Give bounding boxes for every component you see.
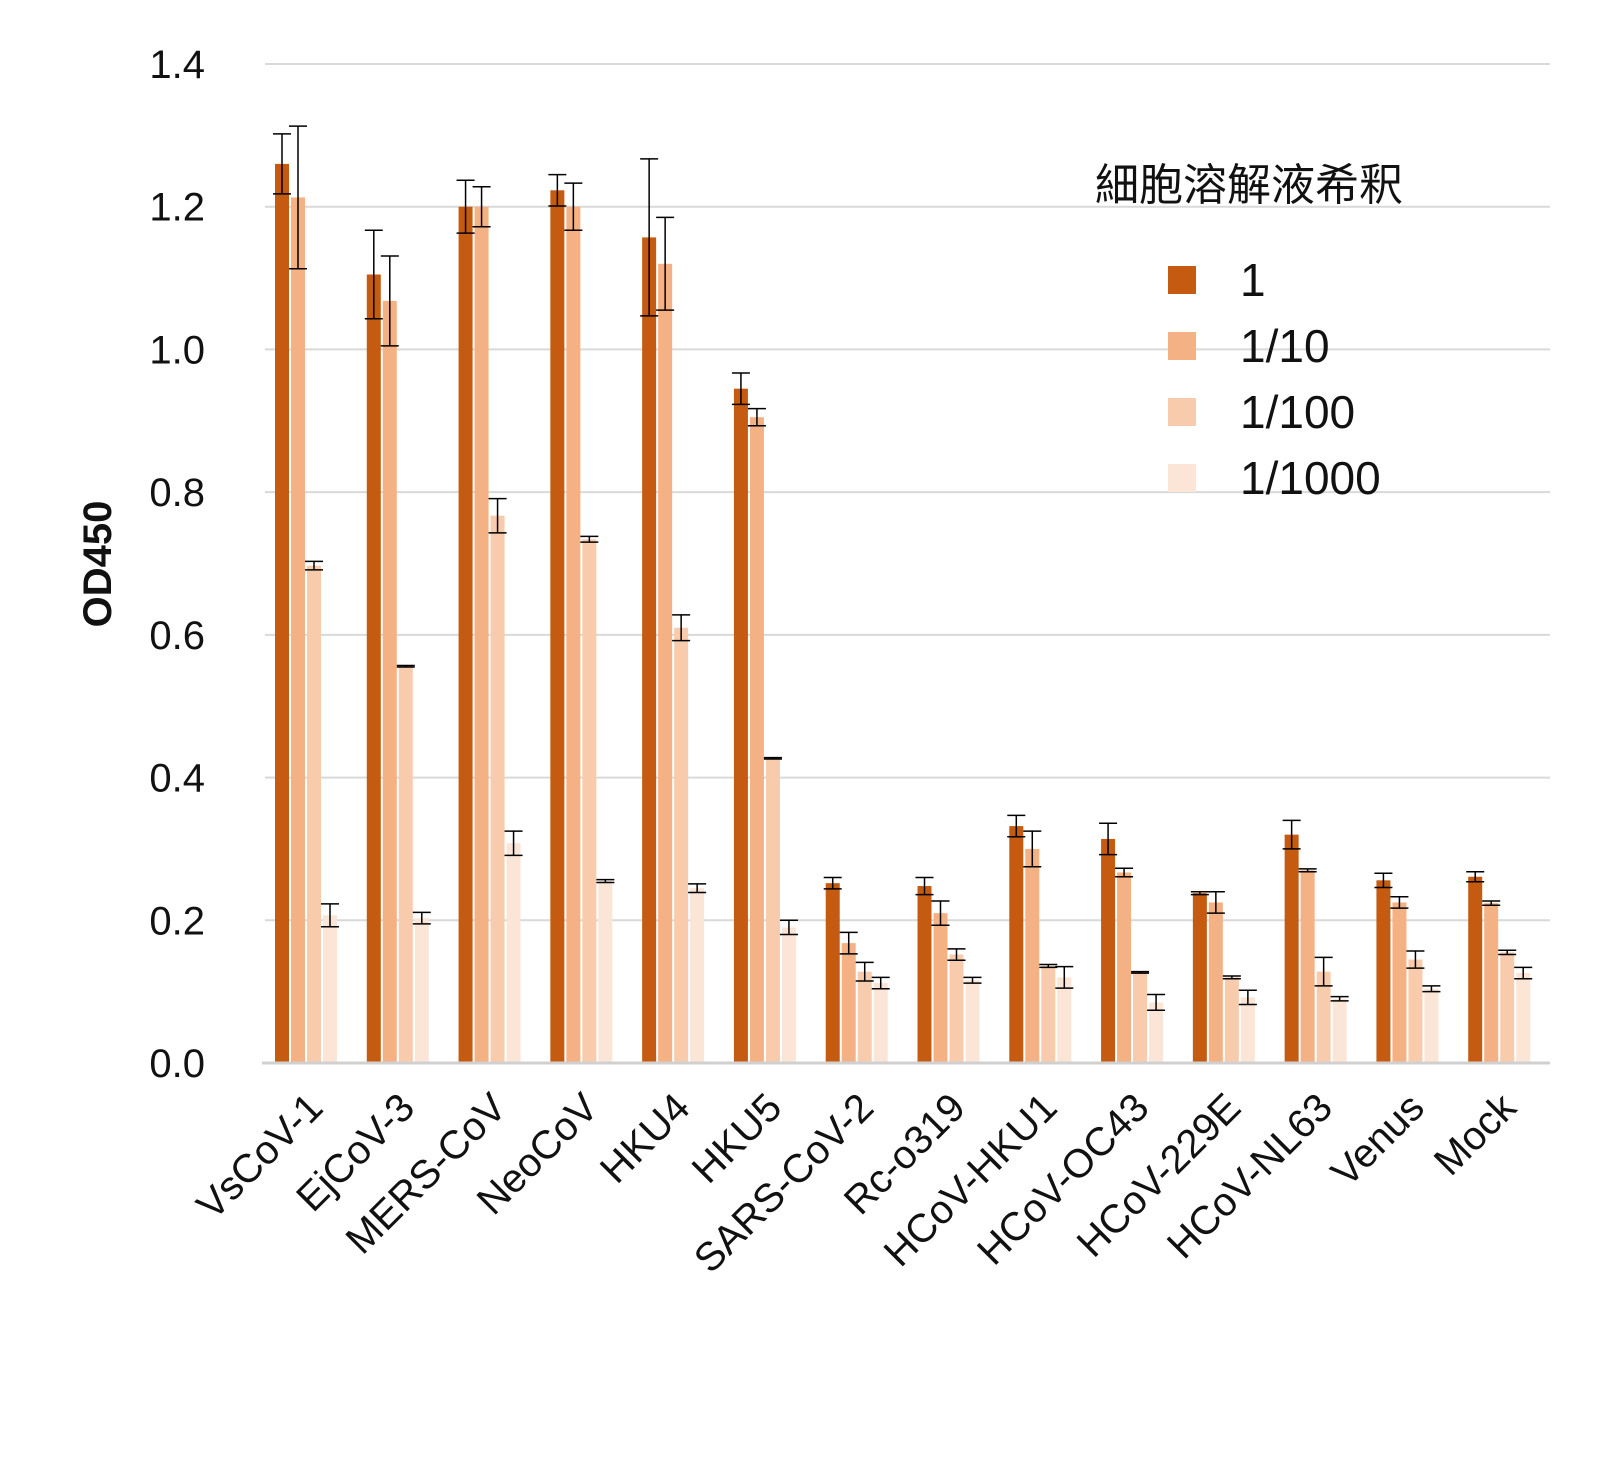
bar [1057,977,1072,1063]
bar [749,417,764,1063]
bar [917,886,932,1063]
bar [1149,1002,1164,1063]
bar [1424,988,1439,1063]
bar [398,666,413,1063]
legend-swatch [1168,464,1196,492]
y-tick-label: 0.0 [149,1042,205,1086]
legend-label: 1/1000 [1240,452,1381,504]
bar [1240,997,1255,1063]
bar [1025,848,1040,1063]
bar [873,983,888,1063]
bar [291,197,305,1063]
bar [933,913,948,1063]
bar [366,274,381,1064]
x-tick-label: Mock [1426,1085,1525,1184]
bar [1224,977,1239,1063]
bar [1316,971,1331,1063]
bar [1284,834,1299,1063]
bar [1376,880,1391,1063]
bar [1300,870,1315,1063]
bar [275,163,289,1063]
bar [690,888,705,1063]
legend-swatch [1168,266,1196,294]
bar [474,206,489,1063]
bar [582,539,597,1063]
bar [458,206,473,1063]
error-bars [273,125,1533,1011]
bar [1408,959,1423,1063]
bar [825,883,840,1063]
bar [841,943,856,1063]
y-tick-label: 0.2 [149,899,205,943]
bar [550,190,565,1064]
bar [1009,826,1024,1063]
bar [857,971,872,1063]
x-tick-label: Venus [1323,1085,1433,1195]
x-axis-labels: VsCoV-1EjCoV-3MERS-CoVNeoCoVHKU4HKU5SARS… [189,1085,1526,1282]
bar [1101,838,1116,1063]
bar [1041,965,1056,1063]
y-axis-ticks: 0.0 0.2 0.4 0.6 0.8 1.0 1.2 1.4 [149,43,205,1086]
bar [598,881,613,1063]
legend-title: 細胞溶解液希釈 [1095,160,1403,211]
y-tick-label: 0.8 [149,471,205,515]
bar [1133,972,1148,1063]
bar [1117,872,1132,1063]
bar [642,237,657,1064]
bar [949,954,964,1063]
bar [1516,973,1531,1063]
x-tick-label: HKU4 [592,1085,699,1192]
bar [1192,893,1207,1063]
y-axis-title: OD450 [76,501,120,628]
bar [307,565,321,1063]
legend: 細胞溶解液希釈 1 1/10 1/100 1/1000 [1095,160,1403,504]
bar [566,206,581,1063]
y-tick-label: 1.0 [149,328,205,372]
legend-label: 1/100 [1240,386,1355,438]
legend-swatch [1168,398,1196,426]
bar [765,758,780,1063]
bar [1392,902,1407,1063]
y-tick-label: 0.4 [149,757,205,801]
y-tick-label: 1.4 [149,43,205,87]
bar [323,915,337,1063]
legend-swatch [1168,332,1196,360]
bar [781,927,796,1063]
bar [1208,902,1223,1063]
y-tick-label: 0.6 [149,614,205,658]
bar [965,980,980,1063]
bar [674,627,689,1063]
bar [1468,876,1483,1063]
bar [1484,903,1499,1063]
bar [733,388,748,1063]
bar [490,515,505,1063]
legend-label: 1 [1240,254,1266,306]
bar [414,918,429,1063]
y-tick-label: 1.2 [149,186,205,230]
bar [658,263,673,1063]
bar [1332,998,1347,1063]
bar [1500,952,1515,1063]
legend-items: 1 1/10 1/100 1/1000 [1168,254,1381,504]
legend-label: 1/10 [1240,320,1330,372]
bar [382,300,397,1063]
bars [275,163,1531,1064]
bar [506,843,521,1063]
